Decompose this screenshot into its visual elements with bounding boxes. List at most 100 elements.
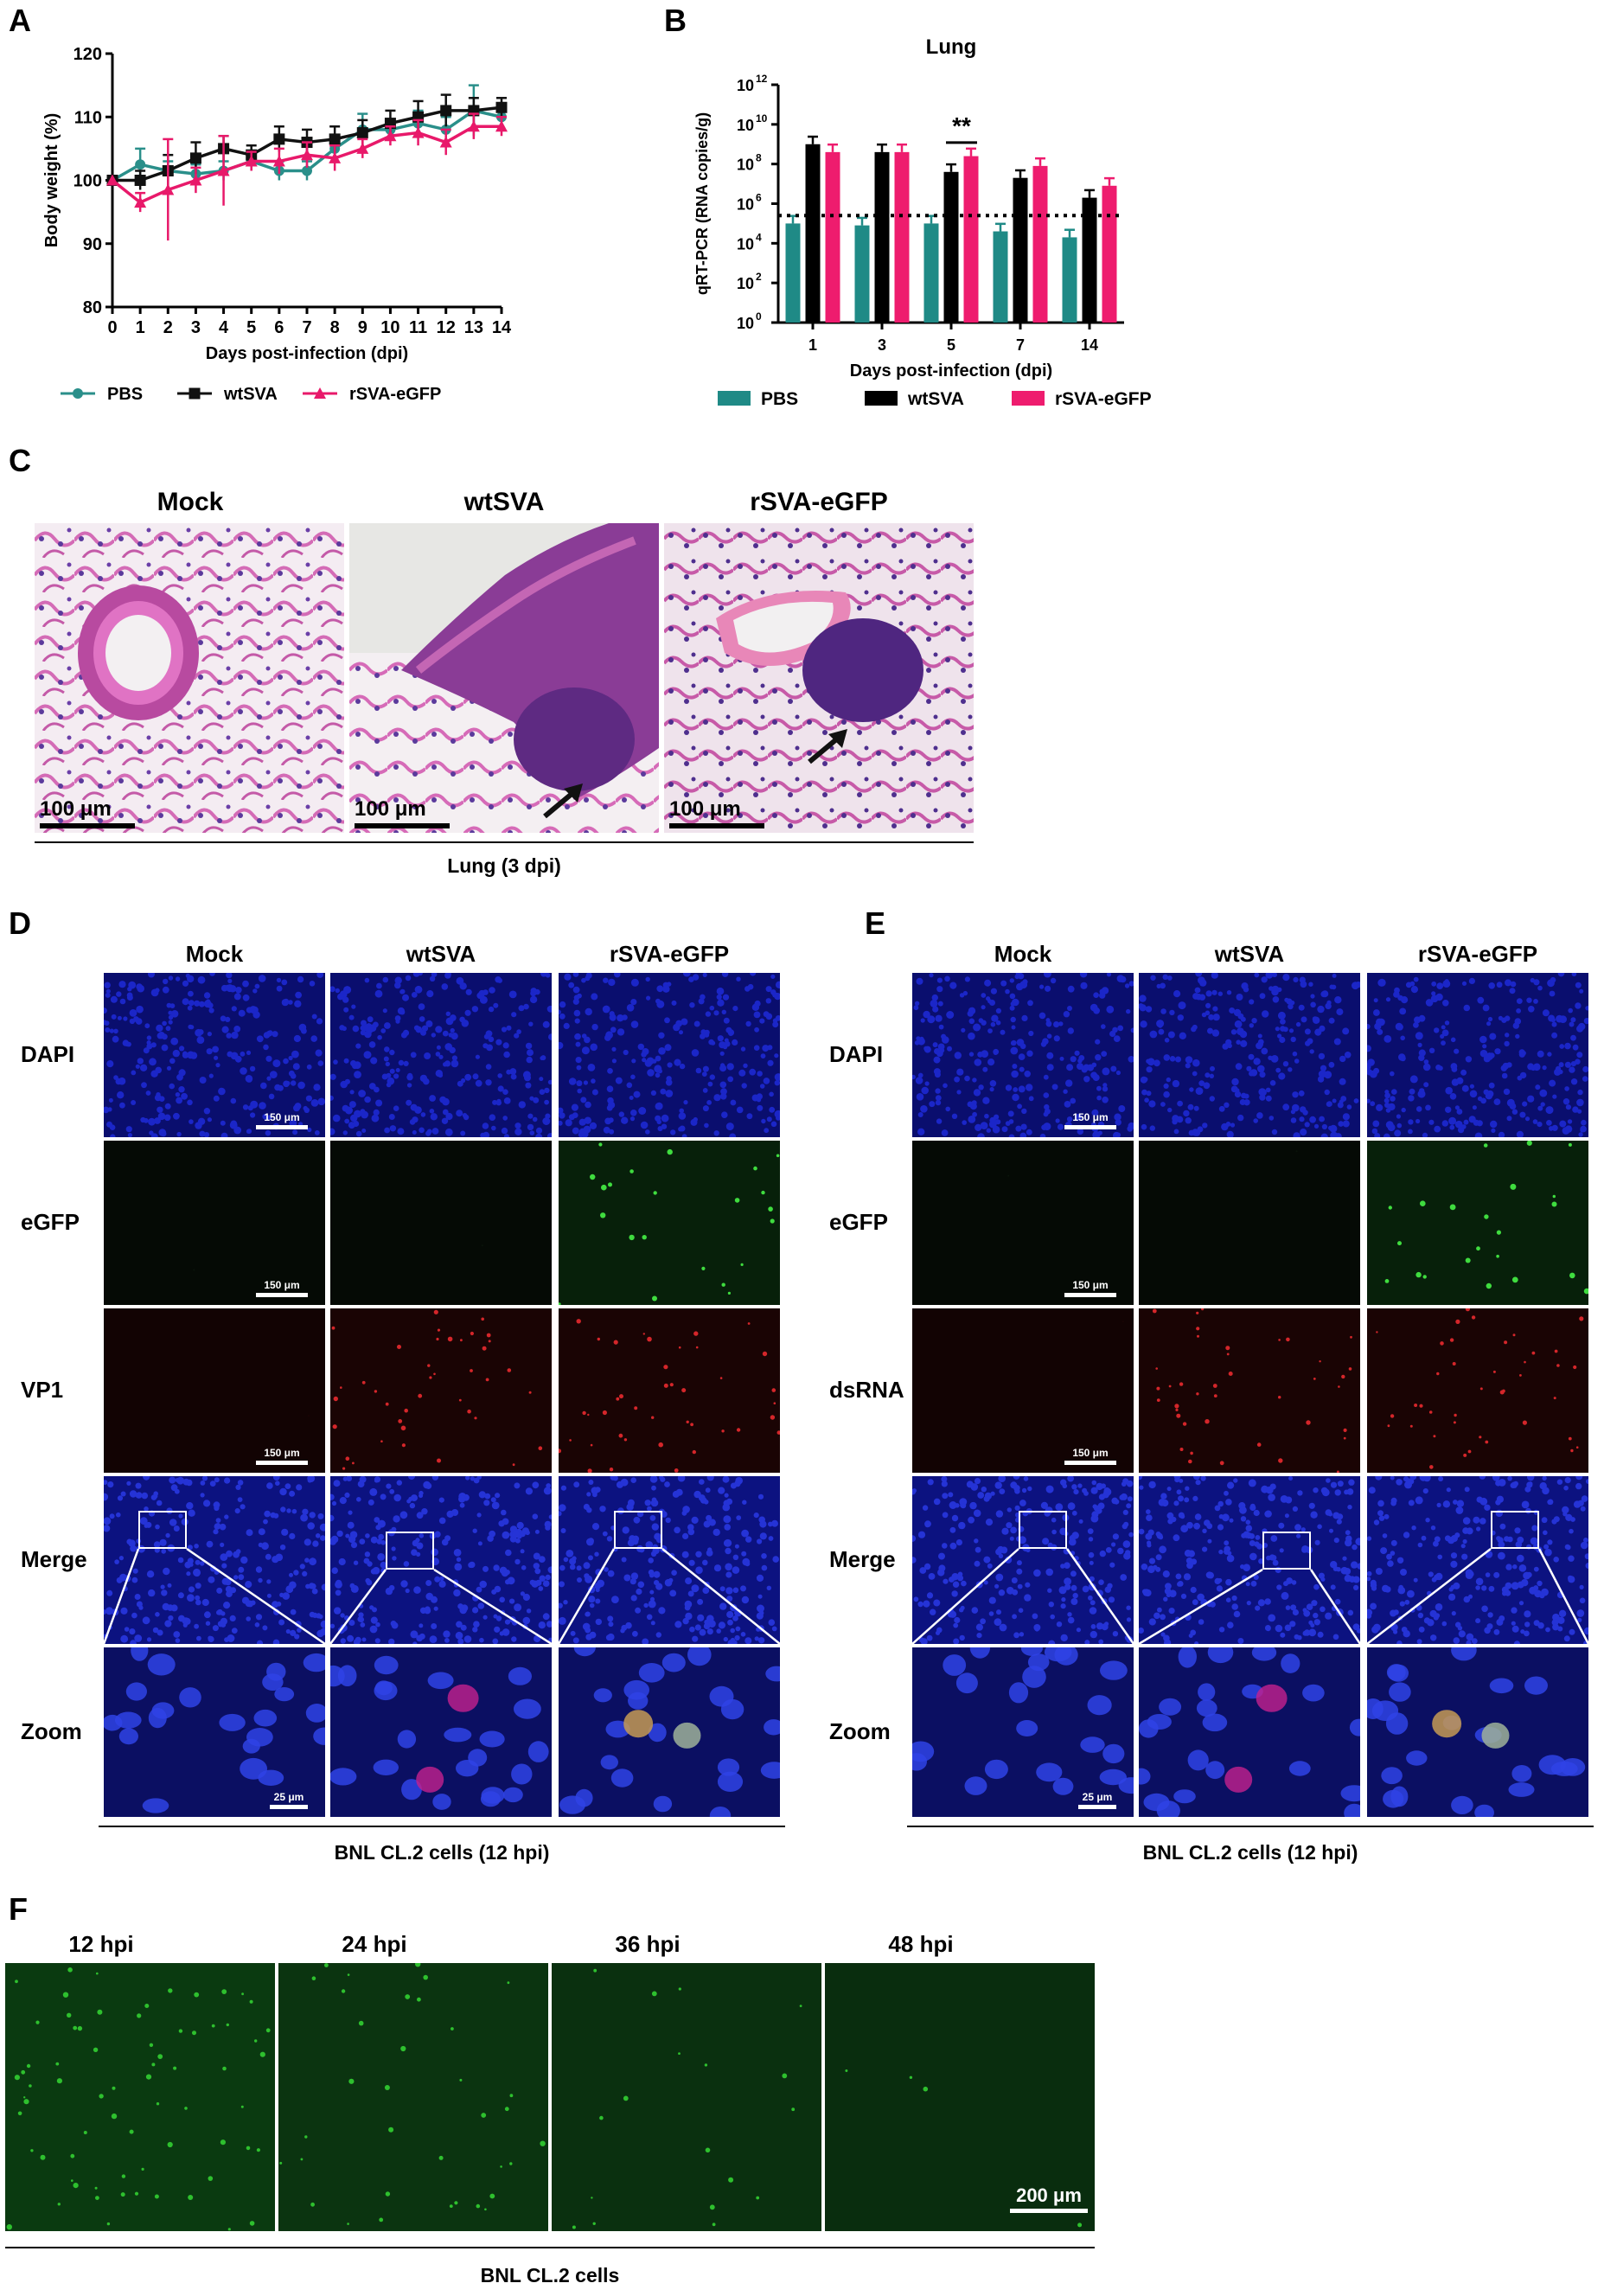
legend-marker	[314, 387, 326, 399]
panel_d-image-merge-0	[104, 1476, 325, 1644]
x-tick-label: 12	[437, 318, 456, 337]
panel-f-col-0: 12 hpi	[68, 1931, 134, 1957]
x-tick-label: 3	[878, 336, 886, 354]
panel_d-image-egfp-2	[559, 1141, 780, 1305]
panel_d-col-0: Mock	[185, 941, 244, 967]
zoom-box	[1262, 1532, 1311, 1570]
legend-label: PBS	[761, 389, 798, 409]
x-tick-label: 8	[330, 318, 340, 337]
x-tick-label: 5	[947, 336, 955, 354]
panel_e-image-dsrna-2	[1367, 1308, 1588, 1473]
y-tick-label: 110	[74, 108, 102, 127]
x-tick-label: 13	[464, 318, 483, 337]
x-tick-label: 0	[107, 318, 117, 337]
legend-label: rSVA-eGFP	[1055, 389, 1152, 409]
x-axis-label: Days post-infection (dpi)	[850, 361, 1052, 381]
bar-rSVA-eGFP	[825, 151, 840, 323]
scale-bar-label: 200 μm	[1016, 2184, 1082, 2206]
legend-swatch	[1012, 391, 1045, 406]
x-tick-label: 1	[808, 336, 817, 354]
scale-bar: 25 μm	[270, 1791, 308, 1809]
bar-PBS	[1062, 237, 1077, 323]
data-point	[134, 175, 146, 186]
panel_d-col-1: wtSVA	[406, 941, 476, 967]
x-tick-label: 3	[191, 318, 201, 337]
series-rSVA-eGFP	[106, 112, 508, 241]
panel_d-image-vp1-2	[559, 1308, 780, 1473]
panel_d-row-label-vp1: VP1	[21, 1377, 64, 1403]
scale-bar-c-wtsva: 100 μm	[355, 797, 450, 828]
panel_d-image-egfp-1	[330, 1141, 552, 1305]
data-point	[162, 183, 175, 195]
y-tick-label: 10	[737, 157, 754, 174]
panel-f-col-3: 48 hpi	[888, 1931, 954, 1957]
panel_e-row-label-merge: Merge	[829, 1546, 896, 1572]
panel-label-b: B	[664, 3, 687, 38]
y-tick-label: 120	[73, 45, 102, 64]
y-tick-exponent: 10	[756, 112, 768, 125]
panel_d-caption: BNL CL.2 cells (12 hpi)	[334, 1841, 550, 1864]
x-tick-label: 6	[274, 318, 284, 337]
data-point	[106, 174, 118, 186]
bar-PBS	[993, 231, 1008, 323]
panel-label-a: A	[9, 3, 31, 38]
scale-bar-label: 150 μm	[1072, 1111, 1109, 1123]
legend-marker	[73, 388, 83, 399]
scale-bar: 150 μm	[1064, 1447, 1116, 1465]
data-point	[302, 165, 312, 176]
panel_e-row-label-zoom: Zoom	[829, 1718, 891, 1744]
bar-wtSVA	[805, 144, 821, 323]
data-point	[329, 133, 341, 145]
panel_e-image-dsrna-1	[1139, 1308, 1360, 1473]
data-point	[440, 105, 452, 117]
caption-line	[35, 841, 974, 843]
panel_d-image-merge-1	[330, 1476, 552, 1644]
panel-c-col-mock: Mock	[157, 488, 224, 516]
x-tick-label: 9	[358, 318, 367, 337]
y-tick-exponent: 6	[756, 192, 762, 204]
arrow-icon	[543, 783, 583, 819]
bar-rSVA-eGFP	[963, 156, 979, 323]
panel_e-image-zoom-1	[1139, 1647, 1360, 1817]
x-tick-label: 14	[1081, 336, 1098, 354]
data-point	[384, 130, 397, 142]
panel_e-image-dapi-0	[912, 973, 1134, 1137]
chart-title: Lung	[926, 35, 977, 59]
panel-c-caption: Lung (3 dpi)	[447, 854, 561, 877]
significance-label: **	[952, 112, 971, 139]
scale-bar-c-rsva: 100 μm	[669, 797, 764, 828]
data-point	[134, 196, 147, 208]
panel_e-image-merge-1	[1139, 1476, 1360, 1644]
panel-c-col-wtsva: wtSVA	[463, 488, 545, 516]
x-tick-label: 11	[409, 318, 427, 337]
y-tick-label: 90	[83, 235, 102, 254]
bar-rSVA-eGFP	[894, 151, 910, 323]
data-point	[189, 174, 202, 186]
panel_e-image-merge-0	[912, 1476, 1134, 1644]
arrow-icon	[808, 729, 847, 764]
panel-f-image-2	[552, 1963, 821, 2231]
legend-label: rSVA-eGFP	[349, 385, 441, 404]
scale-bar: 150 μm	[256, 1279, 308, 1297]
y-axis-label: Body weight (%)	[42, 113, 61, 248]
y-tick-label: 100	[73, 172, 102, 191]
panel_d-image-dapi-0	[104, 973, 325, 1137]
x-tick-label: 7	[302, 318, 311, 337]
scale-bar-label: 100 μm	[669, 797, 741, 821]
panel_d-image-zoom-2	[559, 1647, 780, 1817]
panel-f-col-1: 24 hpi	[342, 1931, 407, 1957]
scale-bar-label: 150 μm	[1072, 1279, 1109, 1291]
bar-wtSVA	[1013, 177, 1028, 323]
panel_e-image-egfp-2	[1367, 1141, 1588, 1305]
panel_e-row-label-dapi: DAPI	[829, 1041, 884, 1067]
panel_e-image-zoom-2	[1367, 1647, 1588, 1817]
y-tick-label: 10	[737, 315, 754, 332]
bar-rSVA-eGFP	[1032, 165, 1048, 323]
scale-bar: 150 μm	[256, 1111, 308, 1129]
scale-bar-label: 150 μm	[264, 1279, 300, 1291]
x-tick-label: 10	[380, 318, 399, 337]
legend-label: wtSVA	[223, 385, 278, 404]
legend-swatch	[718, 391, 751, 406]
x-tick-label: 4	[219, 318, 229, 337]
data-point	[329, 151, 342, 163]
